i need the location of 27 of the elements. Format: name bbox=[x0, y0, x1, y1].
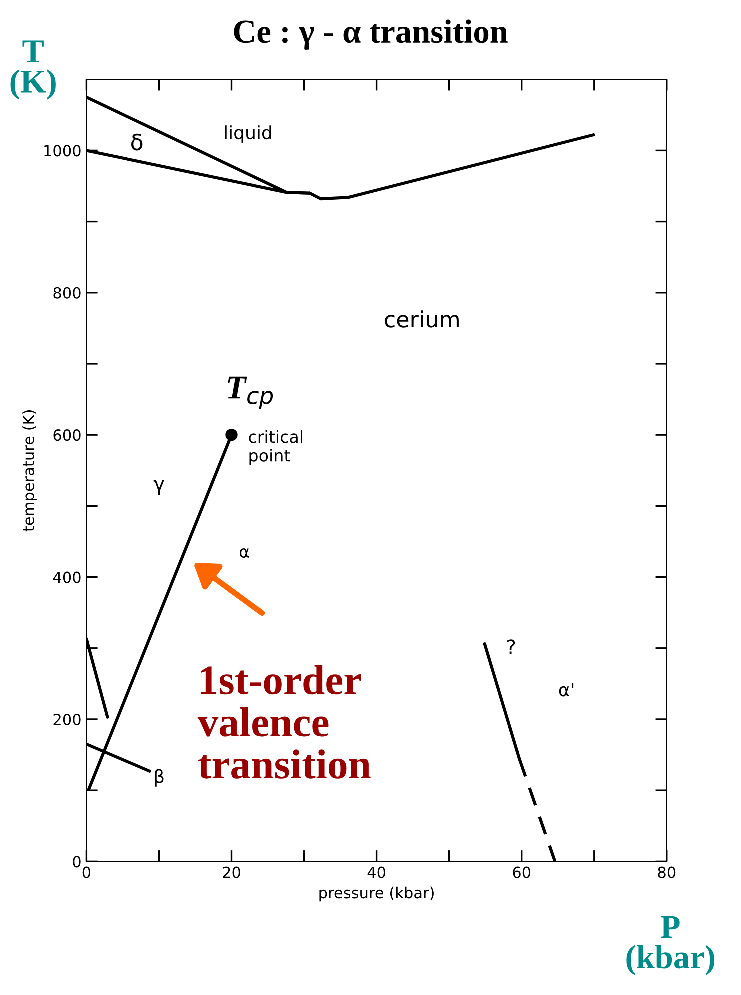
annotation: cerium bbox=[385, 310, 459, 328]
x-tick-label: 80 bbox=[658, 866, 676, 878]
y-tick-label: 0 bbox=[73, 856, 81, 868]
x-axis-title: pressure (kbar) bbox=[320, 886, 434, 902]
chart-title: Ce : γ - α transition bbox=[234, 20, 508, 50]
y-tick-label: 800 bbox=[54, 287, 81, 299]
x-tick-label: 20 bbox=[223, 866, 240, 878]
annotation: liquid bbox=[225, 126, 272, 144]
x-tick-label: 60 bbox=[513, 866, 531, 878]
annotation: 1st-order valence transition bbox=[198, 665, 371, 779]
y-tick-label: 1000 bbox=[44, 145, 81, 157]
annotation: critical point bbox=[249, 430, 302, 466]
y-tick-label: 600 bbox=[54, 430, 81, 442]
annotation: α' bbox=[559, 683, 574, 697]
x-tick-label: 0 bbox=[82, 866, 91, 878]
x-tick-label: 40 bbox=[368, 866, 386, 878]
annotation: α bbox=[240, 548, 250, 558]
text: P (kbar) bbox=[626, 916, 715, 976]
annotation: ? bbox=[508, 640, 516, 654]
annotation: γ bbox=[154, 480, 164, 495]
y-tick-label: 200 bbox=[54, 714, 81, 726]
annotation: δ bbox=[132, 134, 143, 151]
y-tick-label: 400 bbox=[53, 572, 81, 584]
text: T (K) bbox=[10, 40, 56, 100]
annotation: β bbox=[155, 769, 164, 787]
annotation: T$_{cp}$ bbox=[228, 376, 274, 410]
y-axis-title: temperature (K) bbox=[22, 410, 38, 532]
